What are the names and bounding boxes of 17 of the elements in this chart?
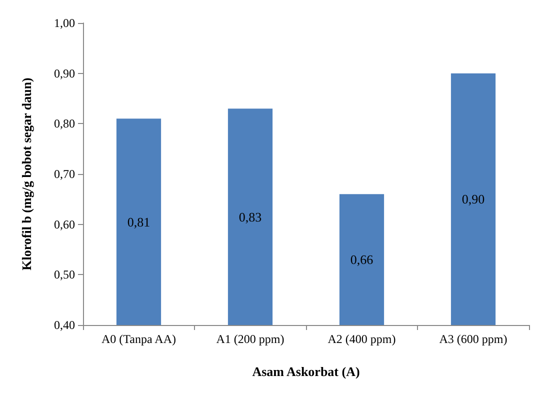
y-tick-label: 0,60 xyxy=(54,217,75,232)
y-tick-label: 1,00 xyxy=(54,16,75,30)
x-tick-label: A2 (400 ppm) xyxy=(328,332,396,346)
x-axis-title: Asam Askorbat (A) xyxy=(252,364,360,379)
data-label: 0,81 xyxy=(127,214,150,230)
y-tick-label: 0,50 xyxy=(54,268,75,282)
data-label: 0,90 xyxy=(462,192,485,207)
data-label: 0,66 xyxy=(350,252,374,268)
x-tick-label: A0 (Tanpa AA) xyxy=(102,332,176,346)
y-tick-label: 0,80 xyxy=(54,116,75,131)
x-tick-label: A3 (600 ppm) xyxy=(439,332,508,346)
x-tick-label: A1 (200 ppm) xyxy=(216,332,284,346)
y-axis-title: Klorofil b (mg/g bobot segar daun) xyxy=(19,78,34,270)
y-tick-label: 0,40 xyxy=(54,318,75,332)
y-tick-label: 0,90 xyxy=(54,66,75,80)
data-label: 0,83 xyxy=(238,209,262,224)
y-tick-label: 0,70 xyxy=(54,167,75,181)
